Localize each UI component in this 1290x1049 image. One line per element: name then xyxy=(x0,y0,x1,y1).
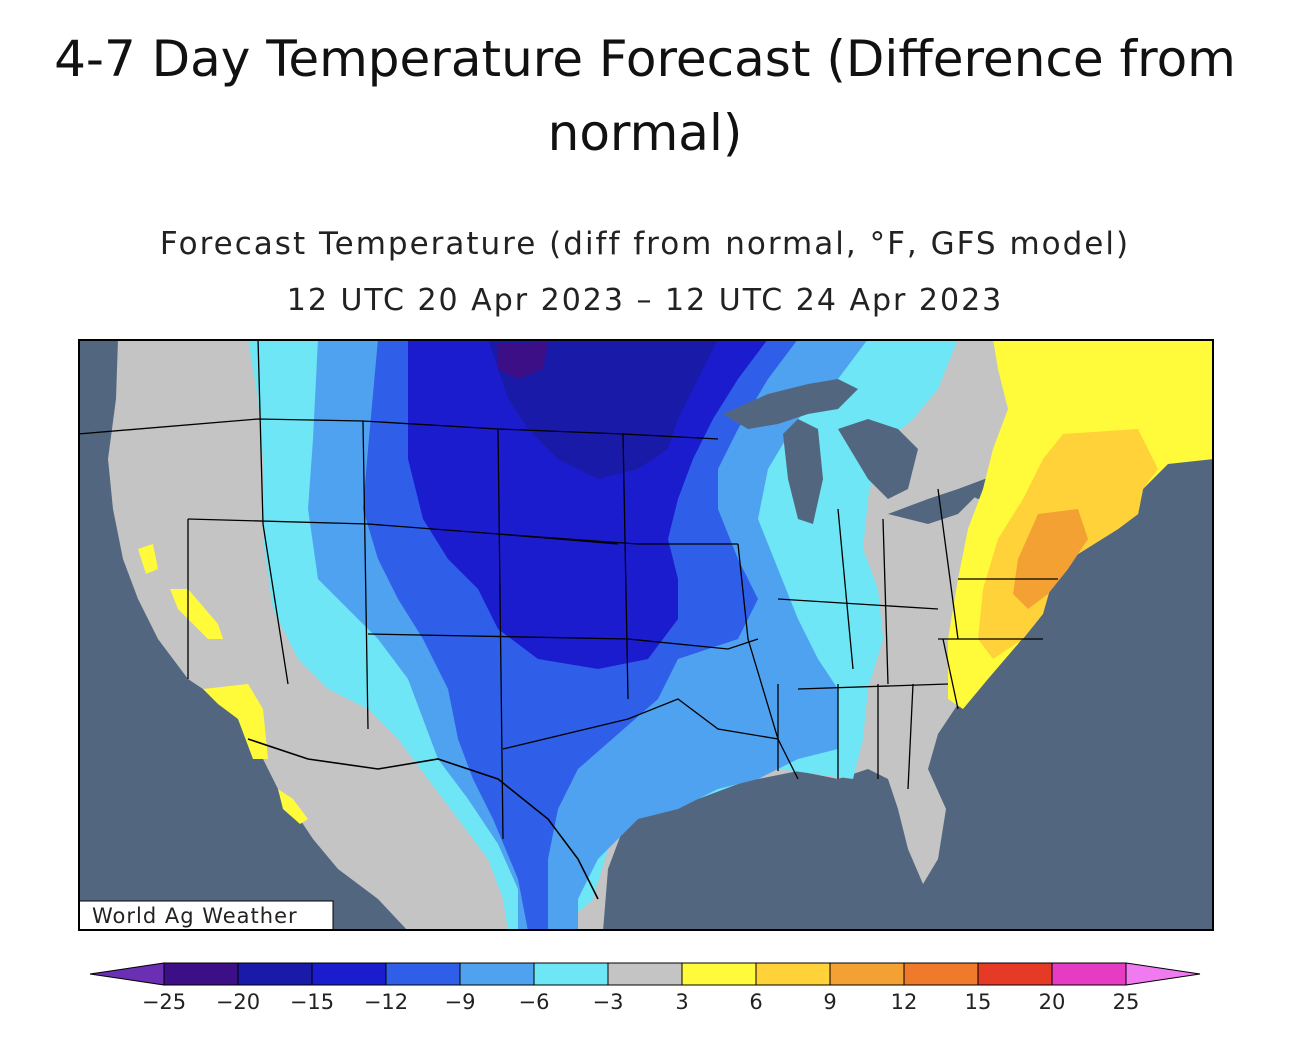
legend-tick-label: −3 xyxy=(593,990,624,1014)
us-mexico-border xyxy=(247,738,599,900)
legend-swatch xyxy=(385,962,461,986)
credit-box xyxy=(78,900,334,931)
legend-tick-label: −9 xyxy=(445,990,476,1014)
legend-tick-label: −20 xyxy=(216,990,260,1014)
legend-tick-label: −15 xyxy=(290,990,334,1014)
legend-tick-label: −12 xyxy=(364,990,408,1014)
state-borders xyxy=(78,339,1058,840)
map-title: Forecast Temperature (diff from normal, … xyxy=(159,226,1131,262)
legend-tick-label: 9 xyxy=(823,990,836,1014)
zone-minus-20-to-25 xyxy=(498,342,548,379)
legend-tick-label: 15 xyxy=(965,990,992,1014)
great-lakes xyxy=(723,379,1028,524)
legend-tick-label: 25 xyxy=(1113,990,1140,1014)
legend-swatch xyxy=(459,962,535,986)
credit-label: World Ag Weather xyxy=(92,904,298,928)
legend-swatch xyxy=(89,962,165,986)
map-date-range: 12 UTC 20 Apr 2023 – 12 UTC 24 Apr 2023 xyxy=(286,283,1004,318)
legend-tick-label: 12 xyxy=(891,990,918,1014)
zone-minus-12-to-15 xyxy=(408,339,768,669)
legend-tick-label: 6 xyxy=(749,990,762,1014)
legend-swatch xyxy=(681,962,757,986)
legend-tick-label: −6 xyxy=(519,990,550,1014)
color-legend: −25 −20 −15 −12 −9 −6 −3 3 6 9 12 15 20 25 xyxy=(89,962,1201,1014)
legend-tick-label: 3 xyxy=(675,990,688,1014)
legend-swatch xyxy=(311,962,387,986)
zone-plus-3-california xyxy=(170,589,223,639)
zone-plus-3-nevada xyxy=(138,544,158,574)
legend-swatch xyxy=(829,962,905,986)
page-title: 4-7 Day Temperature Forecast (Difference… xyxy=(54,30,1236,162)
legend-tick-label: −25 xyxy=(142,990,186,1014)
legend-swatch xyxy=(1051,962,1127,986)
zone-minus-15-to-20 xyxy=(488,339,718,479)
forecast-map: World Ag Weather xyxy=(78,339,1214,931)
zone-plus-9-to-12-northeast xyxy=(1013,509,1088,609)
legend-swatch xyxy=(755,962,831,986)
legend-swatch xyxy=(607,962,683,986)
legend-swatch xyxy=(533,962,609,986)
legend-swatch xyxy=(903,962,979,986)
legend-swatch xyxy=(977,962,1053,986)
zone-plus-3-baja xyxy=(278,789,308,824)
map-border xyxy=(78,339,1214,931)
legend-swatch xyxy=(163,962,239,986)
legend-tick-label: 20 xyxy=(1039,990,1066,1014)
legend-swatch xyxy=(237,962,313,986)
legend-swatch xyxy=(1125,962,1201,986)
